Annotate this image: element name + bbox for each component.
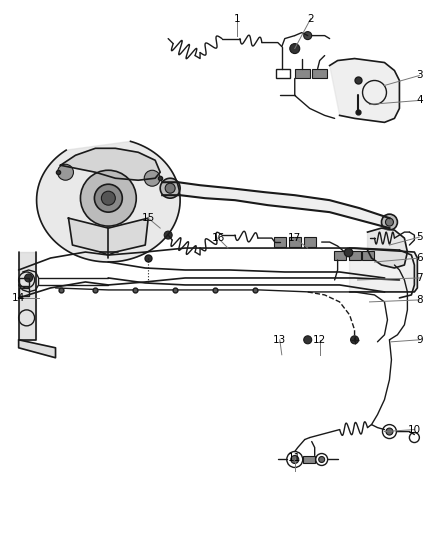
Circle shape — [25, 274, 32, 282]
Text: 1: 1 — [233, 14, 240, 23]
Circle shape — [304, 336, 312, 344]
Polygon shape — [350, 248, 417, 292]
Bar — [274, 237, 286, 247]
Bar — [349, 251, 360, 260]
Bar — [361, 251, 374, 260]
Text: 15: 15 — [141, 213, 155, 223]
Circle shape — [144, 170, 160, 186]
Bar — [295, 69, 310, 78]
Circle shape — [165, 183, 175, 193]
Text: 14: 14 — [12, 293, 25, 303]
Text: 13: 13 — [273, 335, 286, 345]
Bar — [303, 456, 314, 464]
Text: 8: 8 — [416, 295, 423, 305]
Text: 4: 4 — [416, 95, 423, 106]
Polygon shape — [60, 148, 160, 180]
Text: 12: 12 — [313, 335, 326, 345]
Bar — [289, 237, 301, 247]
Circle shape — [291, 456, 299, 464]
Circle shape — [385, 218, 393, 226]
Bar — [19, 288, 28, 296]
Text: 5: 5 — [416, 232, 423, 242]
Bar — [304, 237, 316, 247]
Circle shape — [57, 164, 74, 180]
Bar — [312, 69, 327, 78]
Circle shape — [304, 31, 312, 39]
Text: 10: 10 — [408, 425, 421, 434]
Circle shape — [381, 214, 397, 230]
Circle shape — [101, 191, 115, 205]
Circle shape — [290, 44, 300, 53]
Polygon shape — [330, 59, 399, 123]
Polygon shape — [19, 340, 56, 358]
Text: 11: 11 — [288, 453, 301, 463]
Text: 2: 2 — [307, 14, 314, 23]
Polygon shape — [68, 218, 148, 255]
Bar — [334, 251, 346, 260]
Polygon shape — [37, 141, 180, 262]
Circle shape — [164, 231, 172, 239]
Circle shape — [160, 178, 180, 198]
Text: 16: 16 — [212, 233, 225, 243]
Circle shape — [386, 428, 393, 435]
Text: 17: 17 — [288, 233, 301, 243]
Bar — [276, 69, 290, 78]
Text: 9: 9 — [416, 335, 423, 345]
Polygon shape — [162, 182, 389, 228]
Circle shape — [81, 170, 136, 226]
Circle shape — [319, 456, 325, 463]
Circle shape — [95, 184, 122, 212]
Polygon shape — [19, 252, 35, 340]
Bar — [19, 278, 28, 286]
Text: 6: 6 — [416, 253, 423, 263]
Text: 7: 7 — [416, 273, 423, 283]
Text: 3: 3 — [416, 70, 423, 80]
Polygon shape — [367, 228, 407, 268]
Circle shape — [350, 336, 359, 344]
